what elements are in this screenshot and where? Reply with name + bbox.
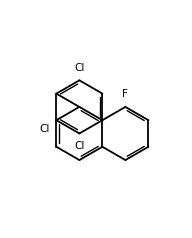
- Text: F: F: [122, 89, 128, 99]
- Text: Cl: Cl: [74, 63, 84, 73]
- Text: Cl: Cl: [74, 141, 84, 151]
- Text: Cl: Cl: [40, 124, 50, 134]
